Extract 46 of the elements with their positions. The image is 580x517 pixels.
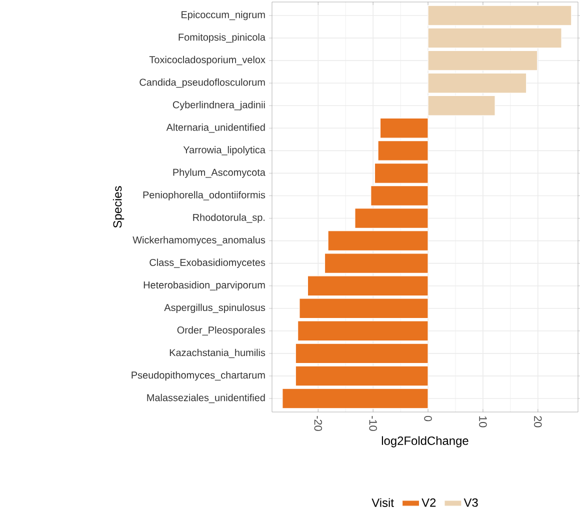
x-axis-title: log2FoldChange bbox=[382, 436, 468, 448]
bar bbox=[374, 162, 428, 184]
y-tick-label: Pseudopithomyces_chartarum bbox=[132, 371, 265, 381]
y-tick-label: Peniophorella_odontiiformis bbox=[143, 191, 266, 200]
bar bbox=[307, 276, 428, 296]
legend-label: V2 bbox=[422, 498, 436, 507]
x-tick-label: -20 bbox=[314, 416, 322, 431]
legend-label: V3 bbox=[464, 498, 478, 507]
bar bbox=[298, 320, 428, 342]
y-tick-label: Toxicocladosporium_velox bbox=[149, 56, 266, 66]
y-axis-title: Species bbox=[112, 186, 124, 228]
y-tick-label: Yarrowia_lipolytica bbox=[183, 146, 266, 156]
y-tick-label: Class_Exobasidiomycetes bbox=[150, 258, 266, 268]
y-tick-label: Cyberlindnera_jadinii bbox=[172, 100, 265, 110]
bar bbox=[428, 5, 572, 26]
y-tick-label: Aspergillus_spinulosus bbox=[164, 304, 266, 314]
bar bbox=[428, 95, 496, 116]
y-tick-label: Rhodotorula_sp. bbox=[193, 214, 265, 223]
y-tick-label: Kazachstania_humilis bbox=[170, 348, 266, 358]
y-tick-label: Wickerhamomyces_anomalus bbox=[132, 236, 266, 246]
legend-title: Visit bbox=[372, 498, 394, 507]
y-tick-label: Epicoccum_nigrum bbox=[182, 10, 265, 20]
bar bbox=[428, 50, 538, 71]
bar bbox=[295, 366, 428, 386]
x-tick-label: 0 bbox=[424, 416, 432, 422]
x-tick-label: 10 bbox=[479, 416, 487, 428]
y-tick-label: Order_Pleosporales bbox=[177, 326, 266, 336]
x-tick-label: 20 bbox=[534, 416, 542, 428]
bar bbox=[324, 253, 428, 274]
bar bbox=[378, 140, 428, 161]
bar bbox=[299, 298, 428, 319]
bar bbox=[295, 343, 428, 364]
bar bbox=[380, 118, 428, 138]
x-tick-label: -10 bbox=[369, 416, 377, 431]
bar bbox=[428, 28, 562, 48]
bar bbox=[354, 208, 428, 228]
y-tick-label: Phylum_Ascomycota bbox=[173, 168, 266, 178]
y-tick-label: Heterobasidion_parviporum bbox=[144, 281, 265, 290]
bar bbox=[370, 186, 428, 206]
y-tick-label: Candida_pseudoflosculorum bbox=[140, 78, 265, 88]
y-tick-label: Alternaria_unidentified bbox=[166, 124, 265, 133]
y-tick-label: Fomitopsis_pinicola bbox=[178, 33, 266, 43]
bar bbox=[282, 388, 428, 409]
bar bbox=[328, 230, 428, 252]
bar bbox=[428, 72, 527, 94]
y-tick-label: Malasseziales_unidentified bbox=[147, 394, 265, 404]
